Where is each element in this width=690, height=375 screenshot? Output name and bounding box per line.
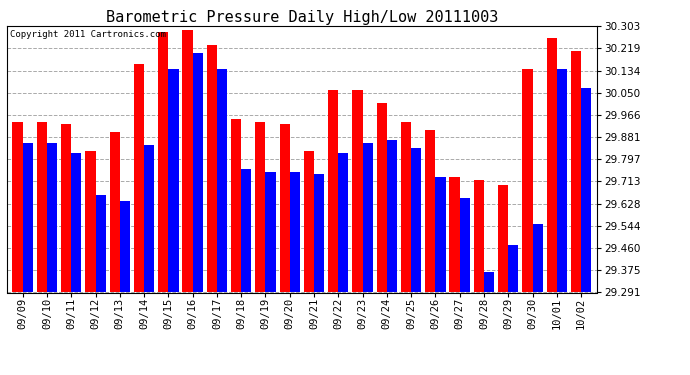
Bar	[95, 195, 106, 292]
Bar	[207, 45, 217, 292]
Bar	[304, 151, 314, 292]
Bar	[71, 153, 81, 292]
Bar	[474, 180, 484, 292]
Bar	[120, 201, 130, 292]
Bar	[411, 148, 422, 292]
Bar	[37, 122, 47, 292]
Bar	[12, 122, 23, 292]
Bar	[134, 64, 144, 292]
Text: Copyright 2011 Cartronics.com: Copyright 2011 Cartronics.com	[10, 30, 166, 39]
Bar	[449, 177, 460, 292]
Title: Barometric Pressure Daily High/Low 20111003: Barometric Pressure Daily High/Low 20111…	[106, 10, 498, 25]
Bar	[266, 172, 276, 292]
Bar	[353, 90, 362, 292]
Bar	[546, 38, 557, 292]
Bar	[168, 69, 179, 292]
Bar	[144, 146, 155, 292]
Bar	[86, 151, 95, 292]
Bar	[498, 185, 509, 292]
Bar	[182, 30, 193, 292]
Bar	[435, 177, 446, 292]
Bar	[557, 69, 567, 292]
Bar	[425, 130, 435, 292]
Bar	[377, 104, 387, 292]
Bar	[193, 53, 203, 292]
Bar	[279, 124, 290, 292]
Bar	[61, 124, 71, 292]
Bar	[338, 153, 348, 292]
Bar	[47, 143, 57, 292]
Bar	[158, 32, 168, 292]
Bar	[581, 87, 591, 292]
Bar	[460, 198, 470, 292]
Bar	[23, 143, 33, 292]
Bar	[484, 272, 494, 292]
Bar	[571, 51, 581, 292]
Bar	[401, 122, 411, 292]
Bar	[314, 174, 324, 292]
Bar	[231, 119, 241, 292]
Bar	[255, 122, 266, 292]
Bar	[290, 172, 300, 292]
Bar	[241, 169, 251, 292]
Bar	[509, 245, 518, 292]
Bar	[328, 90, 338, 292]
Bar	[110, 132, 120, 292]
Bar	[362, 143, 373, 292]
Bar	[533, 224, 543, 292]
Bar	[217, 69, 227, 292]
Bar	[387, 140, 397, 292]
Bar	[522, 69, 533, 292]
